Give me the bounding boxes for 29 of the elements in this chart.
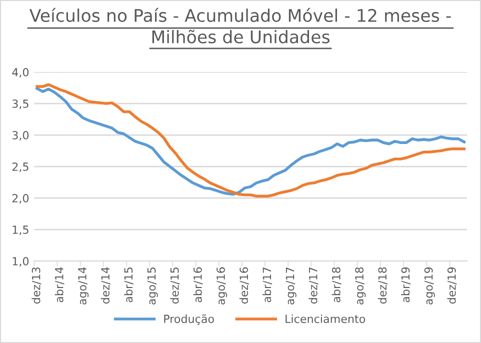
x-tick-label: ago/19 bbox=[424, 267, 435, 304]
legend-label: Produção bbox=[164, 314, 214, 326]
x-tick-label: ago/14 bbox=[78, 267, 89, 304]
x-tick-label: ago/18 bbox=[355, 267, 366, 304]
y-tick-label: 1,0 bbox=[12, 257, 29, 267]
y-tick-label: 1,5 bbox=[12, 226, 28, 236]
x-tick-label: dez/16 bbox=[239, 267, 249, 304]
x-tick-label: ago/16 bbox=[216, 267, 228, 304]
x-tick-label: abr/17 bbox=[262, 268, 272, 302]
x-tick-label: dez/13 bbox=[32, 267, 42, 304]
x-tick-label: dez/19 bbox=[447, 267, 457, 304]
y-tick-label: 2,0 bbox=[12, 194, 29, 204]
x-tick-label: ago/17 bbox=[286, 268, 296, 304]
x-tick-label: abr/15 bbox=[124, 268, 134, 302]
y-tick-label: 4,0 bbox=[12, 68, 29, 78]
x-tick-label: dez/15 bbox=[170, 268, 180, 304]
x-tick-label: abr/19 bbox=[401, 267, 411, 302]
legend-label: Licenciamento bbox=[286, 314, 366, 324]
x-tick-label: abr/16 bbox=[193, 267, 203, 302]
x-tick-label: dez/18 bbox=[378, 267, 388, 304]
x-tick-label: dez/17 bbox=[308, 268, 318, 304]
x-tick-label: abr/14 bbox=[54, 267, 64, 302]
y-tick-label: 3,5 bbox=[12, 100, 28, 110]
chart-title: Veículos no País - Acumulado Móvel - 12 meses - Milhões de Unidades bbox=[29, 8, 451, 44]
x-tick-label: dez/14 bbox=[100, 267, 110, 304]
y-tick-label: 3,0 bbox=[12, 131, 29, 141]
x-tick-label: abr/18 bbox=[332, 267, 342, 302]
y-tick-label: 2,5 bbox=[12, 162, 28, 172]
x-tick-label: ago/15 bbox=[147, 268, 158, 304]
